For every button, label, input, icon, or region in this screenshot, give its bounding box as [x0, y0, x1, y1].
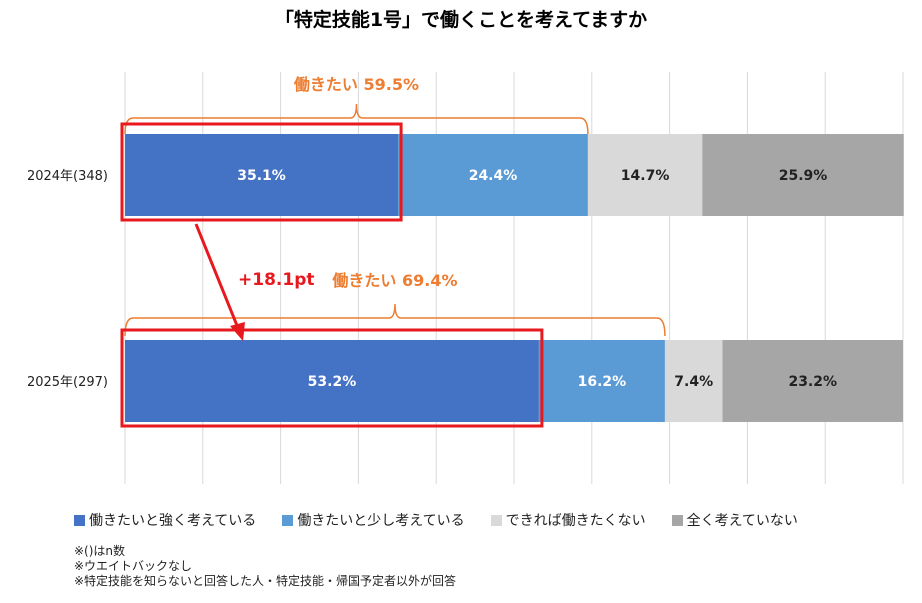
bar-segment: [538, 340, 665, 422]
data-label: 14.7%: [621, 168, 670, 184]
bracket: [124, 103, 589, 135]
data-label: 53.2%: [308, 374, 357, 390]
brackets: 働きたい 59.5% 働きたい 69.4%: [124, 75, 666, 337]
legend: 働きたいと強く考えている 働きたいと少し考えている できれば働きたくない 全く考えてい…: [74, 510, 824, 530]
data-label: 24.4%: [469, 168, 518, 184]
legend-swatch: [490, 514, 502, 526]
legend-item: 全く考えていない: [671, 510, 798, 530]
legend-label: 働きたいと強く考えている: [89, 513, 257, 529]
legend-item: できれば働きたくない: [490, 510, 646, 530]
bar-segment: [125, 340, 539, 422]
bracket-label: 働きたい 69.4%: [331, 271, 457, 290]
highlight-box: [120, 328, 544, 428]
bar-segment: [125, 134, 399, 216]
legend-label: 全く考えていない: [686, 513, 798, 529]
legend-item: 働きたいと強く考えている: [74, 510, 256, 530]
bar-segment: [587, 134, 703, 216]
chart-title: 「特定技能1号」で働くことを考えてますか: [275, 8, 647, 31]
notes: ※()はn数 ※ウエイトバックなし ※特定技能を知らないと回答した人・特定技能・…: [74, 544, 456, 589]
data-label: 25.9%: [779, 168, 828, 184]
bar-segment: [722, 340, 903, 422]
change-arrowhead: [230, 322, 245, 341]
bar-segment: [702, 134, 904, 216]
note-n-count: ※()はn数: [74, 544, 126, 558]
bracket: [124, 303, 666, 337]
change-label: +18.1pt: [238, 270, 314, 290]
category-label: 2024年(348): [27, 169, 108, 184]
legend-swatch: [671, 514, 683, 526]
note-respondents: ※特定技能を知らないと回答した人・特定技能・帰国予定者以外が回答: [74, 574, 457, 588]
highlight-box: [120, 122, 403, 222]
note-no-weight: ※ウエイトバックなし: [74, 559, 193, 573]
legend-label: 働きたいと少し考えている: [297, 513, 465, 529]
data-label: 7.4%: [674, 374, 713, 390]
category-label: 2025年(297): [27, 375, 108, 390]
highlights: +18.1pt: [120, 122, 544, 428]
data-label: 23.2%: [788, 374, 837, 390]
bracket-label: 働きたい 59.5%: [293, 75, 419, 94]
bars: 2024年(348) 35.1% 24.4% 14.7% 25.9% 2025年(297)…: [27, 134, 904, 422]
legend-swatch: [74, 514, 85, 526]
change-arrow: [194, 223, 240, 329]
data-label: 16.2%: [578, 374, 627, 390]
legend-label: できれば働きたくない: [505, 513, 646, 529]
legend-item: 働きたいと少し考えている: [282, 510, 465, 530]
bar-segment: [664, 340, 723, 422]
data-label: 35.1%: [237, 168, 286, 184]
legend-swatch: [282, 514, 294, 526]
bar-segment: [398, 134, 588, 216]
